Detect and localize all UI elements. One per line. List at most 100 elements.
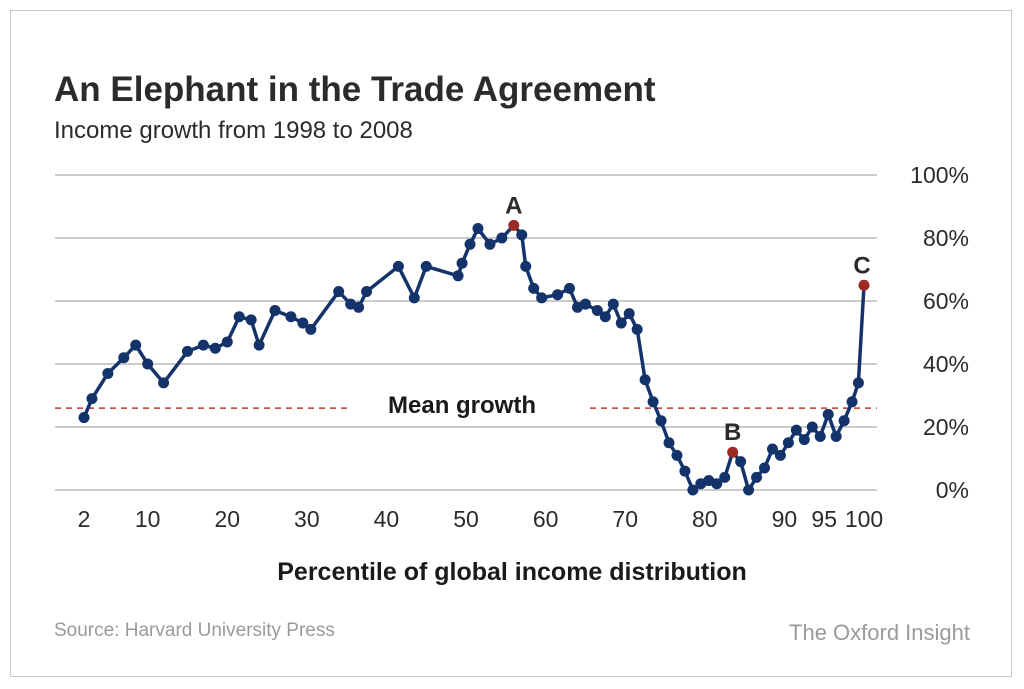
chart-frame: [10, 10, 1012, 677]
annotation-c: C: [853, 252, 870, 279]
x-tick-label: 80: [692, 506, 718, 532]
mean-growth-label: Mean growth: [388, 392, 536, 419]
data-point: [679, 465, 691, 477]
data-point: [790, 424, 802, 436]
data-point: [78, 412, 90, 424]
x-tick-label: 40: [374, 506, 400, 532]
data-point: [552, 289, 564, 301]
x-tick-label: 2: [78, 506, 91, 532]
data-point: [735, 456, 747, 468]
x-tick-label: 10: [135, 506, 161, 532]
data-point: [846, 396, 858, 408]
data-point: [599, 311, 611, 323]
data-point: [579, 298, 591, 310]
data-point: [484, 238, 496, 250]
data-point: [639, 374, 651, 386]
x-axis-label: Percentile of global income distribution: [277, 558, 747, 586]
data-point: [197, 339, 209, 351]
data-point: [221, 336, 233, 348]
chart-subtitle: Income growth from 1998 to 2008: [54, 117, 413, 144]
data-point: [774, 449, 786, 461]
data-point: [564, 282, 576, 294]
data-point: [452, 270, 464, 282]
series-line: [82, 223, 866, 492]
data-point: [158, 377, 170, 389]
data-point: [687, 484, 699, 496]
data-point: [181, 345, 193, 357]
data-point: [806, 421, 818, 433]
annotation-b: B: [724, 419, 741, 446]
y-tick-label: 40%: [923, 351, 969, 377]
data-point: [759, 462, 771, 474]
x-tick-label: 70: [612, 506, 638, 532]
data-point: [297, 317, 309, 329]
data-point: [719, 471, 731, 483]
annotation-a: A: [505, 192, 522, 219]
y-tick-label: 20%: [923, 414, 969, 440]
data-point: [647, 396, 659, 408]
y-tick-label: 0%: [936, 477, 969, 503]
data-point: [118, 352, 130, 364]
data-point: [142, 358, 154, 370]
data-point: [102, 367, 114, 379]
data-point: [464, 238, 476, 250]
data-point: [663, 437, 675, 449]
data-point: [245, 314, 257, 326]
chart-title: An Elephant in the Trade Agreement: [54, 70, 656, 109]
data-point: [671, 449, 683, 461]
data-point: [353, 301, 365, 313]
brand-name: The Oxford Insight: [789, 620, 970, 645]
data-point: [822, 408, 834, 420]
data-point: [305, 323, 317, 335]
x-tick-label: 95: [811, 506, 837, 532]
x-tick-label: 20: [214, 506, 240, 532]
data-point: [814, 430, 826, 442]
x-tick-label: 30: [294, 506, 320, 532]
data-point: [655, 415, 667, 427]
data-point: [392, 260, 404, 272]
data-point: [838, 415, 850, 427]
data-point: [516, 229, 528, 241]
data-point: [130, 339, 142, 351]
data-point: [623, 308, 635, 320]
data-point: [456, 257, 468, 269]
data-point: [86, 393, 98, 405]
data-point: [766, 443, 778, 455]
data-point: [743, 484, 755, 496]
data-point: [472, 223, 484, 235]
data-point: [269, 304, 281, 316]
data-point: [209, 342, 221, 354]
highlight-point: [727, 446, 739, 458]
data-point: [408, 292, 420, 304]
data-point: [285, 311, 297, 323]
x-tick-label: 90: [772, 506, 798, 532]
data-point: [615, 317, 627, 329]
data-point: [798, 434, 810, 446]
highlight-point: [858, 279, 870, 291]
data-point: [361, 286, 373, 298]
data-point: [591, 304, 603, 316]
x-tick-label: 60: [533, 506, 559, 532]
data-point: [520, 260, 532, 272]
data-point: [830, 430, 842, 442]
data-point: [711, 478, 723, 490]
y-tick-label: 100%: [910, 162, 969, 188]
data-point: [333, 286, 345, 298]
data-point: [782, 437, 794, 449]
data-point: [528, 282, 540, 294]
data-point: [751, 471, 763, 483]
source-note: Source: Harvard University Press: [54, 620, 335, 641]
y-tick-label: 60%: [923, 288, 969, 314]
data-point: [420, 260, 432, 272]
data-point: [233, 311, 245, 323]
x-tick-label: 100: [845, 506, 883, 532]
y-tick-label: 80%: [923, 225, 969, 251]
data-point: [852, 377, 864, 389]
data-point: [253, 339, 265, 351]
data-point: [631, 323, 643, 335]
data-point: [496, 232, 508, 244]
x-tick-label: 50: [453, 506, 479, 532]
highlight-point: [508, 219, 520, 231]
data-point: [536, 292, 548, 304]
